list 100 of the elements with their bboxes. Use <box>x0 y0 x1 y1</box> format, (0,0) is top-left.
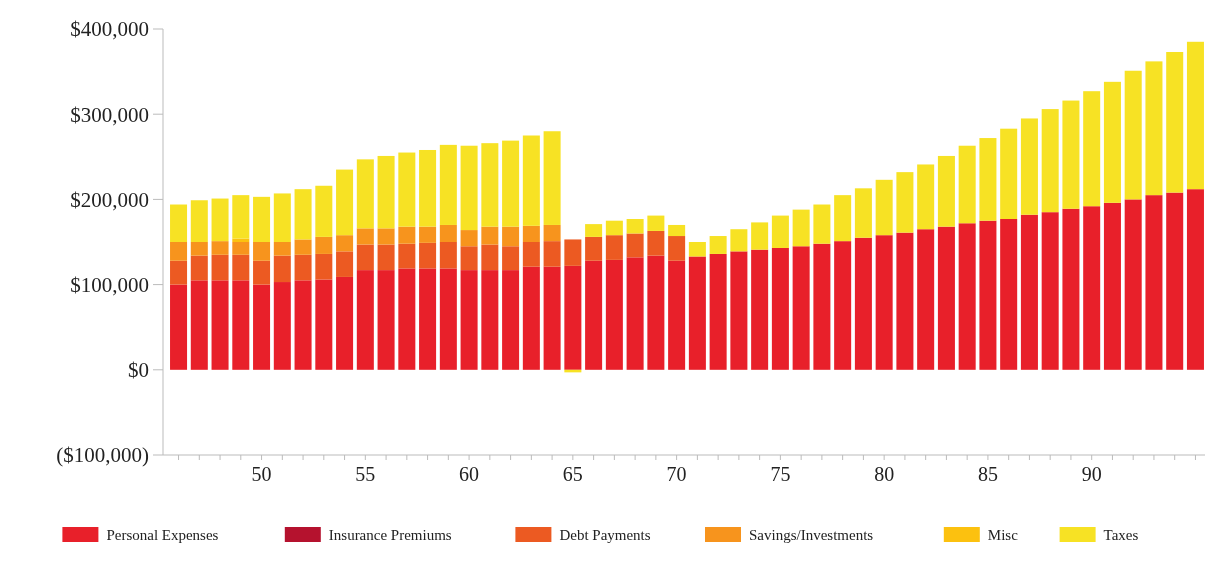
bar <box>771 215 789 248</box>
legend-label: Taxes <box>1103 527 1139 544</box>
bar <box>253 242 271 261</box>
bar <box>1000 128 1018 219</box>
bar <box>626 257 644 370</box>
bar <box>522 135 540 226</box>
bar <box>211 241 229 255</box>
bar <box>190 242 208 256</box>
bar <box>253 196 271 242</box>
y-tick-label: $100,000 <box>70 272 149 297</box>
bar <box>979 138 997 221</box>
bar <box>937 226 955 370</box>
bar <box>1186 189 1204 370</box>
y-tick-label: $400,000 <box>70 17 149 42</box>
bar <box>979 220 997 370</box>
bar <box>854 237 872 370</box>
bar <box>564 265 582 370</box>
bar <box>377 244 395 271</box>
legend-label: Misc <box>987 527 1019 544</box>
bar <box>792 209 810 247</box>
bar <box>730 251 748 370</box>
bar <box>211 198 229 242</box>
bar <box>419 242 437 269</box>
bar <box>356 159 374 229</box>
bar <box>273 193 291 242</box>
bar <box>481 270 499 370</box>
bar <box>958 145 976 224</box>
bar <box>875 235 893 370</box>
bar <box>647 215 665 231</box>
bar <box>460 246 478 271</box>
bar <box>315 236 333 254</box>
legend-label: Debt Payments <box>559 527 651 544</box>
bar <box>294 280 312 370</box>
bar <box>585 224 603 237</box>
bar <box>253 260 271 285</box>
bar <box>522 225 540 242</box>
bar <box>1041 212 1059 370</box>
bar <box>398 268 416 370</box>
bar <box>294 254 312 281</box>
bar <box>543 266 561 370</box>
bar <box>543 224 561 242</box>
bar <box>232 254 250 281</box>
bar <box>605 220 623 236</box>
bar <box>502 270 520 370</box>
bar <box>668 260 686 370</box>
bar <box>1000 219 1018 370</box>
bar <box>605 235 623 260</box>
bar <box>1103 81 1121 203</box>
bar <box>626 219 644 234</box>
bar <box>315 253 333 280</box>
bar <box>336 251 354 277</box>
x-tick-label: 55 <box>355 463 376 485</box>
bar <box>398 243 416 269</box>
bar <box>294 239 312 255</box>
bar <box>481 143 499 227</box>
bar <box>1145 61 1163 196</box>
bar <box>232 195 250 239</box>
bar <box>564 239 582 266</box>
bar <box>834 195 852 242</box>
bar <box>273 255 291 283</box>
bar <box>315 185 333 237</box>
bar <box>294 189 312 240</box>
bar <box>543 131 561 225</box>
bar <box>170 204 188 242</box>
bar <box>813 204 831 244</box>
bar <box>792 246 810 370</box>
legend-label: Personal Expenses <box>106 527 219 544</box>
x-tick-label: 50 <box>251 463 272 485</box>
bar <box>937 155 955 227</box>
bar <box>419 226 437 243</box>
bar <box>356 244 374 271</box>
bar <box>377 155 395 229</box>
bar <box>688 242 706 257</box>
bar <box>585 236 603 261</box>
bar <box>190 200 208 242</box>
bar <box>958 223 976 370</box>
y-tick-label: $300,000 <box>70 102 149 127</box>
bar <box>398 226 416 244</box>
bar <box>419 149 437 227</box>
bar <box>917 229 935 370</box>
bar <box>730 229 748 252</box>
bar <box>1020 214 1038 370</box>
x-tick-label: 80 <box>874 463 895 485</box>
legend-label: Savings/Investments <box>749 527 874 544</box>
bar <box>543 241 561 267</box>
bar <box>1083 206 1101 370</box>
bar <box>356 228 374 245</box>
bar <box>273 282 291 370</box>
bar <box>336 169 354 236</box>
x-tick-label: 85 <box>977 463 998 485</box>
bar <box>1041 109 1059 213</box>
bar <box>460 270 478 370</box>
bar <box>751 249 769 370</box>
bar <box>460 230 478 247</box>
bar <box>1083 91 1101 207</box>
bar <box>585 260 603 370</box>
bar <box>190 255 208 281</box>
bar <box>336 235 354 252</box>
bar <box>751 222 769 250</box>
bar <box>377 228 395 245</box>
